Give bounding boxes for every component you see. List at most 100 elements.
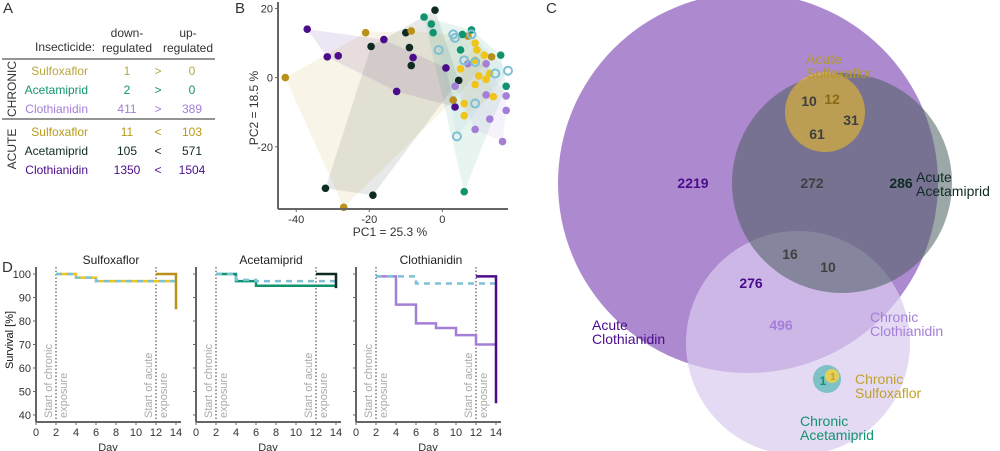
survival-y-axis-label: Survival [%] xyxy=(4,311,16,369)
point-acute_sulfoxaflor xyxy=(361,28,370,37)
exposure-annotation: exposure xyxy=(378,373,390,418)
survival-x-tick-label: 8 xyxy=(273,427,279,439)
pca-x-tick-label: -40 xyxy=(288,214,304,226)
row-up-count: 571 xyxy=(182,144,202,158)
point-chronic_clothianidin xyxy=(464,59,472,68)
pca-scatter-chart: -40 -20 0 20 0 -20 PC1 = 25.3 % PC2 = 18.5 % xyxy=(247,2,513,239)
row-insecticide: Acetamiprid xyxy=(25,144,88,158)
survival-x-tick-label: 14 xyxy=(330,427,342,439)
point-acute_clothianidin xyxy=(392,87,401,96)
point-control xyxy=(450,32,461,43)
survival-x-tick-label: 12 xyxy=(150,427,162,439)
point-chronic_sulfoxaflor xyxy=(473,46,481,54)
row-comparison: < xyxy=(154,163,161,177)
hull-chronic_clothianidin xyxy=(455,63,507,142)
point-chronic_clothianidin xyxy=(498,137,507,146)
point-acute_acetamiprid xyxy=(367,42,375,51)
survival-x-tick-label: 8 xyxy=(113,427,119,439)
survival-charts: Survival [%] Sulfoxaflor1009080706050400… xyxy=(4,255,502,451)
exposure-annotation: Start of acute xyxy=(463,353,475,418)
exposure-annotation: Start of chronic xyxy=(203,344,215,418)
point-acute_clothianidin xyxy=(303,25,312,34)
point-chronic_clothianidin xyxy=(502,92,510,100)
venn-region-cace: 1 xyxy=(820,374,827,388)
point-control xyxy=(459,55,470,66)
venn-label-acute-acetamiprid-1: Acute xyxy=(916,169,952,185)
point-control xyxy=(433,44,444,55)
point-chronic_acetamiprid xyxy=(420,13,428,21)
survival-curve-control xyxy=(216,272,336,283)
point-chronic_sulfoxaflor xyxy=(471,80,479,89)
venn-label-acute-sulfoxaflor-2: Sulfoxaflor xyxy=(806,65,872,81)
header-up-2: regulated xyxy=(163,41,213,55)
point-acute_acetamiprid xyxy=(369,191,377,199)
table-row: Clothianidin 411 >389 xyxy=(25,102,202,116)
survival-x-axis-label: Day xyxy=(98,442,118,451)
subplot-title: Clothianidin xyxy=(400,255,463,267)
table-row: Sulfoxaflor 11 <103 xyxy=(31,125,202,139)
point-chronic_acetamiprid xyxy=(496,51,505,59)
survival-subplot-acetamiprid: Acetamiprid 0 2 4 6 8 10 12 14 Day Start of chroni… xyxy=(193,255,342,451)
venn-label-acute-clothianidin-2: Clothianidin xyxy=(592,331,665,347)
table-row: Acetamiprid 105 <571 xyxy=(25,144,203,158)
header-up-1: up- xyxy=(179,26,196,40)
hull-acute_sulfoxaflor xyxy=(285,30,492,208)
survival-y-tick-label: 90 xyxy=(19,293,31,305)
exposure-annotation: exposure xyxy=(58,373,70,418)
point-chronic_sulfoxaflor xyxy=(480,51,489,59)
hull-acute_acetamiprid xyxy=(325,10,459,196)
survival-x-axis-label: Day xyxy=(258,442,278,451)
row-comparison: > xyxy=(154,83,161,97)
table-row: Acetamiprid 2 >0 xyxy=(25,83,196,97)
table-row: Sulfoxaflor 1 >0 xyxy=(31,64,195,78)
point-acute_acetamiprid xyxy=(454,76,463,85)
row-up-count: 0 xyxy=(189,83,196,97)
row-up-count: 0 xyxy=(189,64,196,78)
point-chronic_sulfoxaflor xyxy=(471,39,479,47)
point-chronic_clothianidin xyxy=(482,59,490,68)
venn-region-csul: 1 xyxy=(830,372,836,383)
point-chronic_sulfoxaflor xyxy=(456,65,465,73)
point-chronic_sulfoxaflor xyxy=(460,99,468,108)
survival-x-tick-label: 6 xyxy=(93,427,99,439)
row-insecticide: Clothianidin xyxy=(25,102,88,116)
point-acute_acetamiprid xyxy=(321,184,330,193)
survival-x-tick-label: 0 xyxy=(33,427,39,439)
group-label-chronic: CHRONIC xyxy=(5,61,19,117)
survival-curve-acute xyxy=(316,272,338,289)
venn-region-aclo-aace: 272 xyxy=(800,175,824,191)
survival-x-tick-label: 4 xyxy=(233,427,239,439)
point-chronic_clothianidin xyxy=(471,125,479,134)
point-acute_clothianidin xyxy=(409,53,417,62)
row-down-count: 11 xyxy=(121,125,134,139)
group-label-acute: ACUTE xyxy=(5,129,19,170)
row-insecticide: Sulfoxaflor xyxy=(31,64,88,78)
pca-y-tick-label: -20 xyxy=(257,142,273,154)
header-insecticide: Insecticide: xyxy=(35,40,95,54)
point-control xyxy=(451,131,462,142)
point-acute_clothianidin xyxy=(334,52,343,60)
subplot-title: Sulfoxaflor xyxy=(83,255,140,267)
row-comparison: < xyxy=(154,144,161,158)
point-control xyxy=(470,98,481,109)
venn-region-asul-only: 12 xyxy=(824,91,840,107)
survival-curve-control xyxy=(376,275,496,285)
survival-x-tick-label: 4 xyxy=(393,427,399,439)
point-acute_clothianidin xyxy=(380,35,388,44)
survival-x-tick-label: 2 xyxy=(213,427,219,439)
survival-y-tick-label: 100 xyxy=(13,269,31,281)
survival-y-tick-label: 80 xyxy=(19,316,31,328)
survival-x-tick-label: 12 xyxy=(310,427,322,439)
venn-region-aclo-asul: 10 xyxy=(801,93,817,109)
panel-letter-c: C xyxy=(546,0,557,17)
row-up-count: 389 xyxy=(182,102,202,116)
panel-letter-a: A xyxy=(3,0,14,17)
point-control xyxy=(503,65,513,76)
venn-label-acute-sulfoxaflor-1: Acute xyxy=(806,51,842,67)
point-chronic_clothianidin xyxy=(502,106,510,115)
point-acute_sulfoxaflor xyxy=(281,73,290,82)
venn-diagram: 2219 10 12 31 61 272 286 16 10 276 496 1… xyxy=(558,0,990,451)
survival-x-tick-label: 12 xyxy=(470,427,482,439)
row-up-count: 103 xyxy=(182,125,202,139)
point-acute_clothianidin xyxy=(442,64,450,72)
